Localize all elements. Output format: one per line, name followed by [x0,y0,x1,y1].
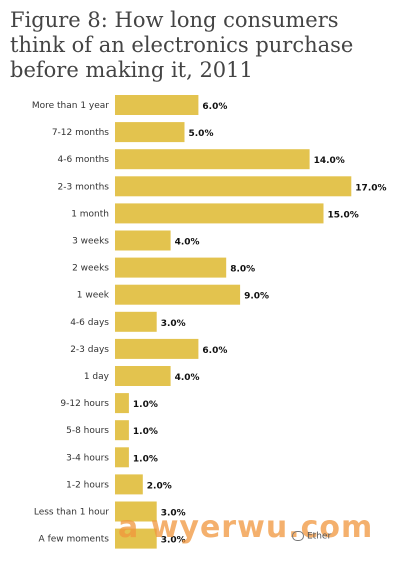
value-label: 15.0% [328,210,359,220]
bar [115,528,157,549]
value-label: 3.0% [161,536,186,546]
value-label: 1.0% [133,400,158,410]
bar [115,176,352,197]
value-label: 9.0% [244,292,269,302]
category-label: 4-6 months [58,155,110,165]
bar [115,447,129,468]
category-label: A few moments [39,535,110,545]
category-label: 4-6 days [70,318,109,328]
value-label: 1.0% [133,427,158,437]
category-label: Less than 1 hour [34,508,109,518]
category-label: 2 weeks [72,264,109,274]
value-label: 5.0% [189,129,214,139]
category-label: 1-2 hours [66,480,109,490]
title-line-1: Figure 8: How long consumers [10,8,339,32]
bar [115,501,157,522]
category-label: 1 month [71,209,109,219]
bar [115,474,143,495]
bar [115,420,129,441]
category-label: More than 1 year [32,101,109,111]
wechat-watermark-text: Ether [307,531,332,542]
chart-title: Figure 8: How long consumers think of an… [10,8,395,83]
bar [115,122,185,143]
wechat-watermark: Ether [292,531,331,542]
bar [115,393,129,414]
bar [115,203,324,224]
bar [115,95,199,115]
bar [115,149,310,170]
category-label: 9-12 hours [60,399,109,409]
category-label: 3-4 hours [66,453,109,463]
category-label: 2-3 months [58,182,110,192]
bar [115,311,157,332]
watermark: a wyerwu.com [118,510,374,545]
category-label: 1 week [77,291,110,301]
value-label: 2.0% [147,481,172,491]
value-label: 4.0% [175,238,200,248]
category-label: 3 weeks [72,237,109,247]
category-label: 5-8 hours [66,426,109,436]
title-line-3: before making it, 2011 [10,58,253,82]
wechat-icon [292,531,304,541]
value-label: 4.0% [175,373,200,383]
title-line-2: think of an electronics purchase [10,33,354,57]
value-label: 3.0% [161,509,186,519]
value-label: 3.0% [161,319,186,329]
bar [115,366,171,386]
value-label: 17.0% [355,183,386,193]
value-label: 8.0% [230,265,255,275]
category-label: 7-12 months [52,128,109,138]
value-label: 14.0% [314,156,345,166]
bar [115,230,171,251]
bar [115,338,199,359]
value-label: 1.0% [133,454,158,464]
value-label: 6.0% [202,102,227,112]
bar [115,257,227,278]
bar [115,284,241,305]
category-label: 2-3 days [70,345,109,355]
category-label: 1 day [84,372,110,382]
value-label: 6.0% [202,346,227,356]
